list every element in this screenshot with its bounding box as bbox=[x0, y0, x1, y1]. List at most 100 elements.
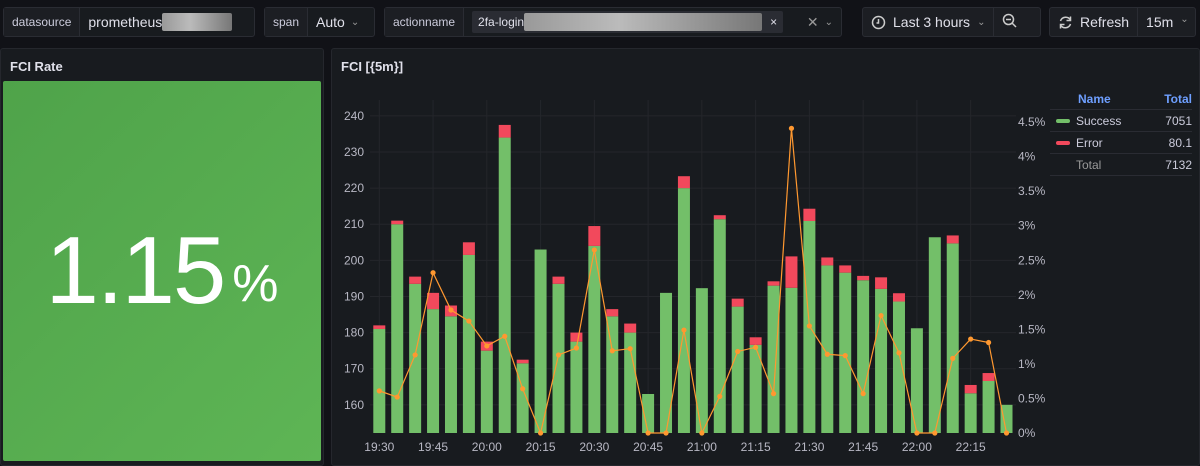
fci-rate-point bbox=[555, 352, 562, 358]
success-bar bbox=[1000, 404, 1013, 433]
fci-rate-point bbox=[717, 393, 723, 399]
fci-rate-point bbox=[609, 348, 615, 354]
fci-rate-point bbox=[985, 339, 992, 346]
success-bar bbox=[534, 249, 547, 433]
refresh-button[interactable]: Refresh bbox=[1050, 8, 1139, 36]
x-tick-label: 20:00 bbox=[472, 440, 502, 454]
fci-rate-point bbox=[591, 247, 597, 253]
x-tick-label: 20:30 bbox=[579, 440, 609, 454]
y-right-tick-label: 3.5% bbox=[1018, 184, 1046, 198]
fci-rate-point bbox=[537, 430, 544, 436]
legend-row-error[interactable]: Error 80.1 bbox=[1050, 132, 1192, 154]
y-right-tick-label: 0% bbox=[1018, 426, 1036, 440]
fci-rate-point bbox=[842, 353, 848, 359]
remove-chip-icon[interactable]: × bbox=[770, 15, 778, 29]
fci-rate-point bbox=[932, 430, 938, 436]
y-right-tick-label: 4.5% bbox=[1018, 115, 1046, 129]
actionname-select[interactable]: 2fa-login × ✕ ⌄ bbox=[464, 11, 841, 33]
fci-rate-point bbox=[1003, 430, 1010, 436]
error-bar bbox=[982, 373, 995, 381]
y-left-tick-label: 190 bbox=[344, 289, 364, 303]
fci-rate-point bbox=[806, 323, 812, 329]
error-bar bbox=[857, 275, 870, 281]
success-bar bbox=[928, 237, 941, 433]
error-bar bbox=[624, 323, 637, 333]
success-bar bbox=[839, 272, 852, 433]
fci-rate-point bbox=[699, 430, 705, 436]
stat-value: 1.15 bbox=[45, 217, 226, 324]
actionname-variable[interactable]: actionname 2fa-login × ✕ ⌄ bbox=[384, 7, 842, 37]
success-bar bbox=[892, 301, 905, 433]
legend-row-success[interactable]: Success 7051 bbox=[1050, 110, 1192, 132]
fci-rate-point bbox=[645, 430, 651, 436]
legend-table: Name Total Success 7051 Error 80.1 Total 713… bbox=[1050, 88, 1192, 176]
x-tick-label: 19:45 bbox=[418, 440, 448, 454]
fci-rate-point bbox=[412, 352, 418, 358]
redacted-block bbox=[162, 13, 233, 31]
fci-rate-point bbox=[735, 348, 741, 355]
error-bar bbox=[498, 124, 511, 138]
success-bar bbox=[910, 328, 923, 433]
error-bar bbox=[821, 257, 834, 266]
error-swatch bbox=[1056, 140, 1070, 145]
error-bar bbox=[892, 293, 905, 302]
fci-rate-point bbox=[681, 327, 687, 333]
time-range-button[interactable]: Last 3 hours ⌄ bbox=[863, 8, 995, 36]
fci-rate-point bbox=[394, 394, 400, 400]
time-picker[interactable]: Last 3 hours ⌄ bbox=[862, 7, 1041, 37]
success-bar bbox=[373, 328, 386, 433]
fci-rate-point bbox=[520, 386, 526, 392]
success-bar bbox=[982, 380, 995, 433]
fci-rate-point bbox=[627, 346, 633, 352]
span-select[interactable]: Auto ⌄ bbox=[316, 14, 360, 30]
x-tick-label: 21:15 bbox=[741, 440, 771, 454]
datasource-variable[interactable]: datasource prometheus bbox=[3, 7, 255, 37]
x-tick-label: 21:00 bbox=[687, 440, 717, 454]
span-variable[interactable]: span Auto ⌄ bbox=[264, 7, 375, 37]
success-bar bbox=[731, 306, 744, 433]
fci-rate-line bbox=[379, 128, 1008, 435]
success-bar bbox=[785, 287, 798, 433]
y-right-tick-label: 0.5% bbox=[1018, 391, 1046, 405]
y-left-tick-label: 220 bbox=[344, 181, 364, 195]
stat-value-box: 1.15 % bbox=[3, 81, 321, 461]
success-swatch bbox=[1056, 118, 1070, 123]
fci-rate-point bbox=[484, 343, 490, 349]
zoom-out-button[interactable] bbox=[994, 13, 1025, 31]
y-right-tick-label: 1.5% bbox=[1018, 322, 1046, 336]
refresh-picker[interactable]: Refresh 15m ⌄ bbox=[1049, 7, 1196, 37]
y-right-tick-label: 2.5% bbox=[1018, 253, 1046, 267]
y-left-tick-label: 230 bbox=[344, 145, 364, 159]
error-bar bbox=[677, 176, 690, 189]
error-bar bbox=[946, 235, 959, 244]
actionname-label: actionname bbox=[385, 8, 465, 36]
panel-title: FCI [{5m}] bbox=[341, 59, 404, 74]
error-bar bbox=[391, 220, 404, 225]
fci-rate-point bbox=[573, 345, 580, 351]
success-bar bbox=[427, 309, 440, 433]
error-bar bbox=[516, 359, 529, 364]
fci-rate-point bbox=[430, 270, 436, 276]
fci-rate-point bbox=[896, 350, 902, 356]
datasource-select[interactable]: prometheus bbox=[80, 13, 240, 31]
refresh-interval-select[interactable]: 15m ⌄ bbox=[1146, 14, 1189, 30]
success-bar bbox=[857, 280, 870, 433]
y-right-tick-label: 2% bbox=[1018, 288, 1036, 302]
success-bar bbox=[462, 254, 475, 433]
success-bar bbox=[695, 288, 708, 433]
error-bar bbox=[552, 276, 565, 284]
fci-rate-point bbox=[448, 307, 454, 313]
fci-chart-panel: FCI [{5m}] bbox=[331, 48, 1200, 466]
chevron-down-icon: ⌄ bbox=[350, 16, 360, 28]
fci-rate-point bbox=[502, 333, 508, 339]
chevron-down-icon[interactable]: ⌄ bbox=[824, 16, 833, 28]
success-bar bbox=[946, 243, 959, 433]
y-left-tick-label: 200 bbox=[344, 253, 364, 267]
x-tick-label: 21:45 bbox=[848, 440, 878, 454]
y-right-tick-label: 4% bbox=[1018, 150, 1036, 164]
error-bar bbox=[713, 215, 726, 220]
success-bar bbox=[391, 224, 404, 433]
error-bar bbox=[606, 309, 619, 317]
chevron-down-icon: ⌄ bbox=[1180, 14, 1189, 25]
clear-icon[interactable]: ✕ bbox=[806, 13, 819, 30]
